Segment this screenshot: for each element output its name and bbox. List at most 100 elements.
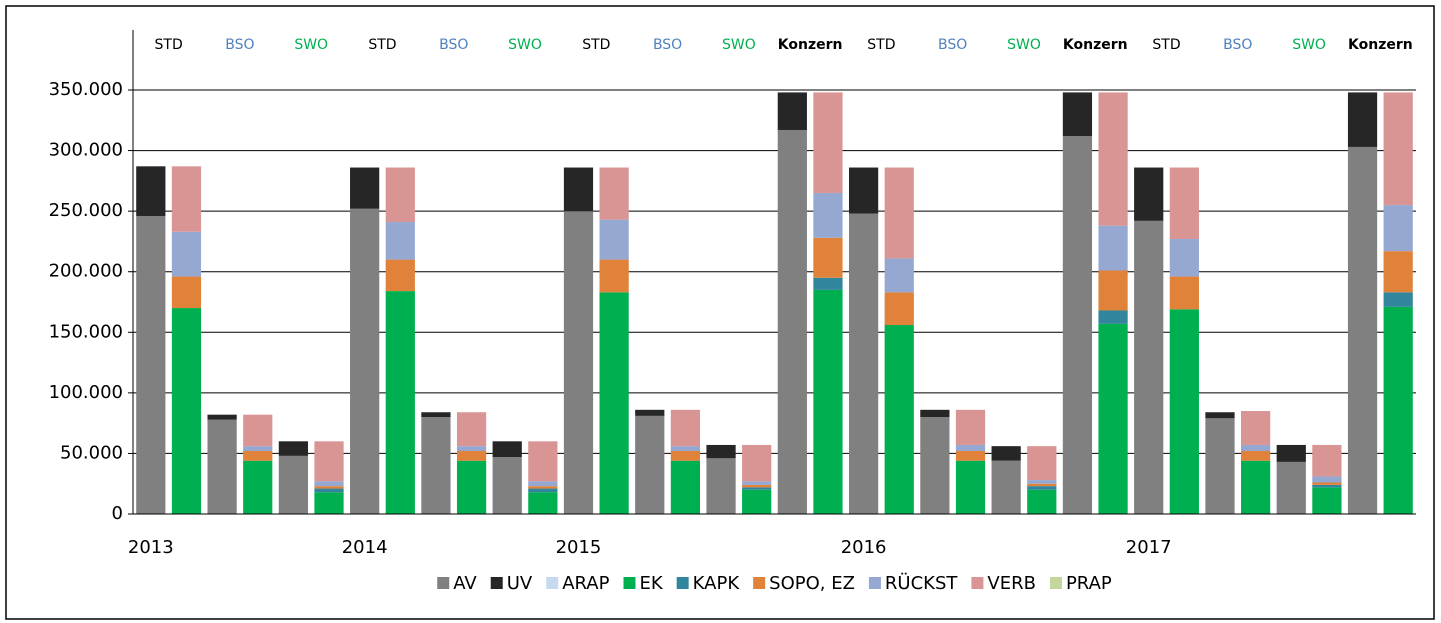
- x-tick-label: 2016: [841, 537, 887, 558]
- chart-frame: [5, 5, 1435, 620]
- bar-segment: [243, 446, 273, 452]
- bar-segment: [884, 167, 914, 259]
- bar-segment: [528, 488, 558, 493]
- y-tick-label: 300.000: [49, 140, 123, 161]
- bar-segment: [813, 92, 843, 193]
- bar-segment: [350, 208, 380, 514]
- bar-segment: [456, 460, 487, 514]
- bar-segment: [314, 488, 344, 493]
- bar-segment: [456, 446, 487, 452]
- bar-segment: [1205, 412, 1235, 419]
- bar-segment: [884, 292, 914, 326]
- x-tick-label: 2017: [1126, 537, 1172, 558]
- legend-label: UV: [507, 573, 533, 594]
- y-tick-label: 0: [112, 503, 123, 524]
- legend-label: VERB: [987, 573, 1036, 594]
- x-tick-label: 2015: [556, 537, 602, 558]
- bar-segment: [243, 414, 273, 447]
- bar-segment: [350, 167, 380, 209]
- bar-segment: [1312, 476, 1342, 483]
- bar-segment: [635, 415, 665, 514]
- bar-segment: [599, 219, 629, 260]
- bar-segment: [706, 458, 736, 514]
- group-label: STD: [582, 37, 610, 53]
- bar-segment: [421, 417, 451, 514]
- bar-segment: [528, 441, 558, 482]
- bar-segment: [1383, 251, 1413, 293]
- bar-segment: [1241, 460, 1271, 514]
- bar-segment: [742, 481, 772, 485]
- bar-segment: [1098, 92, 1128, 226]
- bar-segment: [920, 409, 950, 418]
- y-tick-label: 50.000: [60, 442, 123, 463]
- bar-segment: [1312, 482, 1342, 485]
- bar-segment: [1062, 136, 1093, 514]
- group-label: STD: [1152, 37, 1180, 53]
- legend-label: KAPK: [693, 573, 741, 594]
- bar-segment: [456, 451, 487, 461]
- bar-segment: [955, 409, 986, 445]
- group-label: BSO: [225, 37, 254, 53]
- bar-segment: [777, 92, 807, 130]
- bar-segment: [1134, 220, 1164, 514]
- y-tick-label: 200.000: [49, 261, 123, 282]
- bar-segment: [635, 409, 665, 416]
- bar-segment: [385, 259, 415, 292]
- bar-segment: [920, 417, 950, 514]
- bar-segment: [848, 213, 879, 514]
- bar-segment: [813, 192, 843, 238]
- bar-segment: [1098, 270, 1128, 311]
- y-tick-label: 250.000: [49, 200, 123, 221]
- bar-segment: [1312, 487, 1342, 514]
- legend-swatch: [437, 577, 450, 589]
- bar-segment: [955, 460, 986, 514]
- legend-label: AV: [453, 573, 477, 594]
- bar-segment: [670, 446, 701, 452]
- bar-segment: [528, 486, 558, 489]
- group-label: STD: [155, 37, 183, 53]
- bar-segment: [207, 414, 237, 420]
- legend-swatch: [971, 577, 984, 589]
- group-label: Konzern: [1063, 37, 1128, 53]
- bar-segment: [314, 441, 344, 482]
- bar-segment: [385, 167, 415, 223]
- bar-segment: [1134, 167, 1164, 221]
- bar-segment: [492, 457, 522, 514]
- group-label: BSO: [938, 37, 967, 53]
- bar-segment: [742, 444, 772, 482]
- group-label: STD: [368, 37, 396, 53]
- legend-swatch: [1049, 577, 1062, 589]
- bar-segment: [314, 486, 344, 489]
- bar-segment: [563, 211, 594, 514]
- legend-swatch: [546, 577, 559, 589]
- bar-segment: [1027, 489, 1057, 514]
- bar-segment: [1205, 418, 1235, 514]
- y-tick-label: 350.000: [49, 79, 123, 100]
- bar-segment: [599, 292, 629, 514]
- bar-segment: [136, 215, 166, 514]
- bar-segment: [1276, 461, 1306, 514]
- bar-segment: [1276, 444, 1306, 462]
- legend-swatch: [623, 577, 636, 589]
- bar-segment: [813, 277, 843, 290]
- legend-label: SOPO, EZ: [769, 573, 855, 594]
- bar-segment: [848, 167, 879, 214]
- bar-segment: [492, 441, 522, 458]
- bar-segment: [563, 167, 594, 212]
- bar-segment: [742, 487, 772, 490]
- bar-segment: [171, 276, 202, 309]
- bar-segment: [955, 451, 986, 461]
- bar-segment: [1098, 225, 1128, 271]
- group-label: Konzern: [1348, 37, 1413, 53]
- bar-segment: [991, 446, 1021, 461]
- x-tick-label: 2013: [128, 537, 174, 558]
- bar-segment: [599, 167, 629, 220]
- bar-segment: [1241, 444, 1271, 452]
- bar-segment: [385, 291, 415, 514]
- bar-segment: [742, 484, 772, 488]
- bar-segment: [243, 451, 273, 461]
- bar-segment: [1169, 309, 1199, 514]
- legend-swatch: [490, 577, 503, 589]
- group-label: SWO: [294, 37, 328, 53]
